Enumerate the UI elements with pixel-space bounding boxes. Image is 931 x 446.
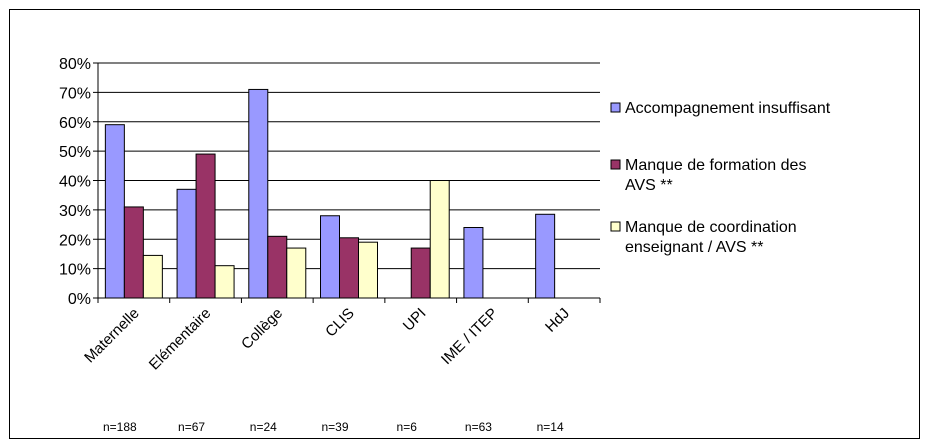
category-label: Collège — [238, 305, 286, 353]
bar-2 — [410, 247, 431, 299]
sample-size-label: n=67 — [178, 420, 205, 434]
sample-size-label: n=24 — [250, 420, 277, 434]
sample-size-label: n=14 — [537, 420, 564, 434]
category-label: Maternelle — [81, 305, 143, 367]
legend-swatch — [610, 102, 621, 113]
y-tick-label: 20% — [59, 232, 91, 249]
y-tick-label: 40% — [59, 174, 91, 191]
y-tick-label: 60% — [59, 115, 91, 132]
category-label: CLIS — [322, 305, 358, 341]
sample-size-label: n=63 — [465, 420, 492, 434]
y-tick-label: 50% — [59, 144, 91, 161]
bar-3 — [214, 265, 235, 299]
y-tick-label: 10% — [59, 262, 91, 279]
bar-2 — [339, 237, 359, 299]
sample-size-label: n=6 — [397, 420, 418, 434]
y-tick-label: 30% — [59, 203, 91, 220]
legend-label: Manque de coordination enseignant / AVS *… — [625, 219, 797, 256]
bar-1 — [535, 213, 556, 299]
category-label: HdJ — [542, 305, 573, 336]
chart-frame: 0% 10% 20% 30% 40% 50% 60% 70% 80% Maternelle n=18… — [9, 9, 920, 439]
legend-label: Accompagnement insuffisant — [625, 100, 831, 117]
bar-3 — [286, 247, 307, 299]
bar-2 — [195, 153, 216, 299]
bar-1 — [104, 124, 125, 299]
y-tick-label: 0% — [68, 291, 91, 308]
bar-1 — [463, 227, 484, 299]
bar-3 — [358, 241, 378, 299]
bar-2 — [123, 206, 144, 299]
legend-swatch — [610, 159, 621, 170]
bar-1 — [176, 188, 197, 299]
bar-2 — [267, 235, 288, 299]
sample-size-label: n=39 — [321, 420, 348, 434]
bar-3 — [142, 254, 163, 299]
bar-1 — [320, 215, 340, 299]
category-label: Elémentaire — [146, 305, 215, 374]
bar-3 — [429, 180, 450, 299]
y-tick-label: 70% — [59, 85, 91, 102]
bar-chart: 0% 10% 20% 30% 40% 50% 60% 70% 80% Maternelle n=18… — [59, 56, 831, 434]
legend-swatch — [610, 221, 621, 232]
bar-1 — [248, 88, 269, 299]
y-tick-label: 80% — [59, 56, 91, 73]
legend-label: Manque de formation des AVS ** — [625, 157, 806, 194]
sample-size-label: n=188 — [103, 420, 137, 434]
category-label: UPI — [400, 305, 430, 335]
category-label: IME / ITEP — [438, 305, 501, 368]
